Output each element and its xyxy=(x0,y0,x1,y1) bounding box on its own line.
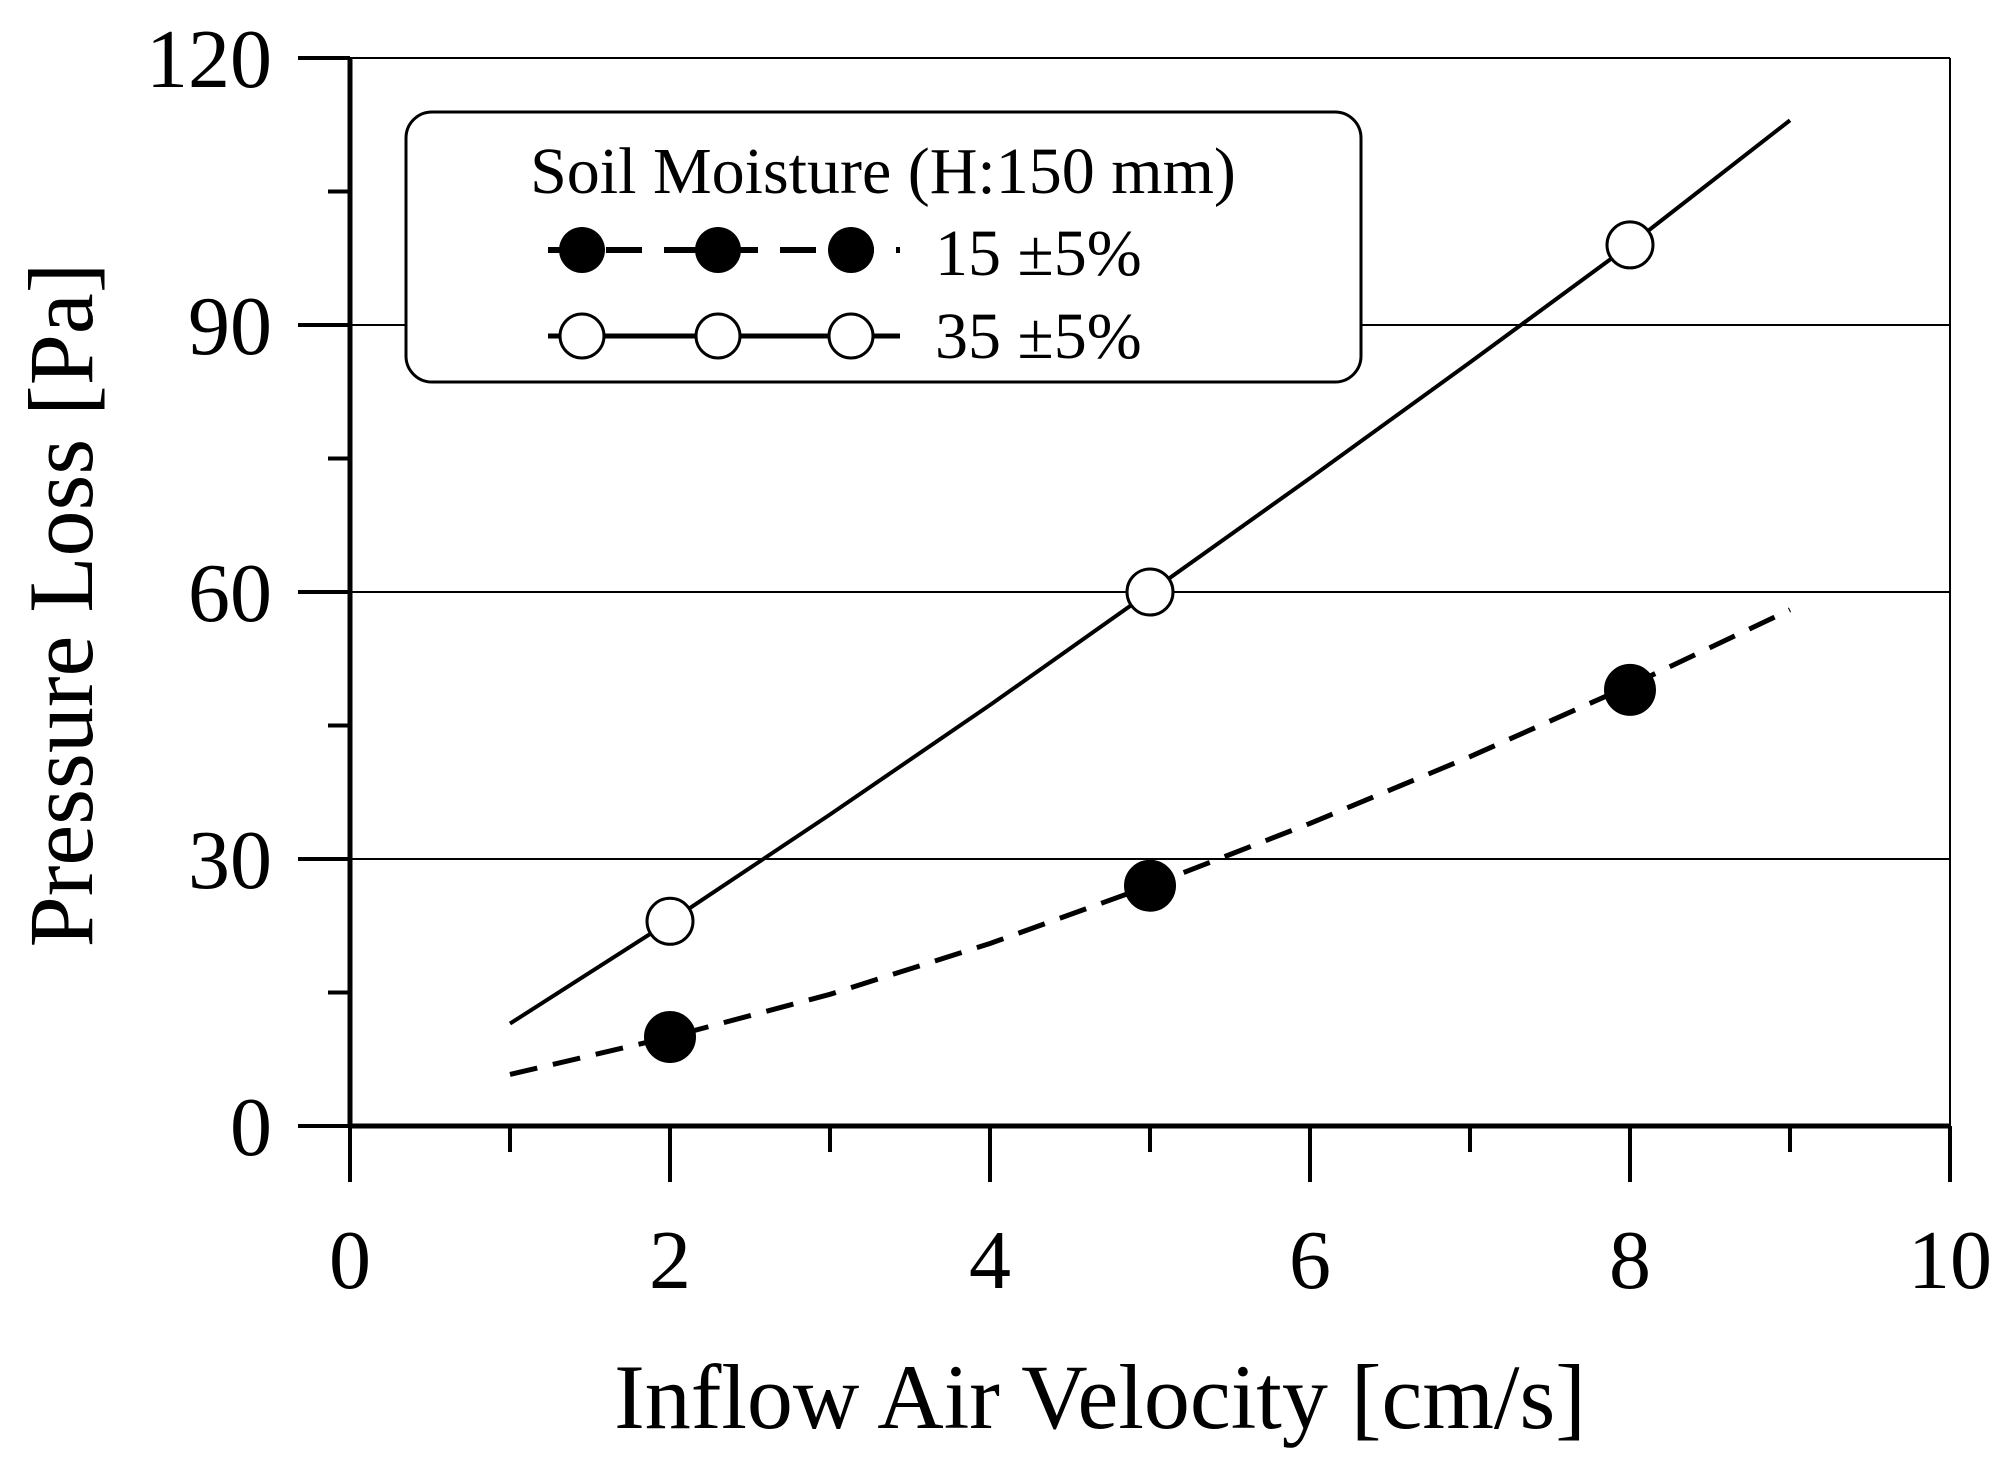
series-line-15 xyxy=(509,607,1792,1077)
x-tick-label: 2 xyxy=(649,1214,691,1307)
x-tick-label: 0 xyxy=(329,1214,371,1307)
y-tick-label: 30 xyxy=(188,814,272,907)
data-point-15 xyxy=(1124,859,1176,912)
legend-label-15: 15 ±5% xyxy=(935,217,1142,290)
legend-marker-15 xyxy=(559,227,605,273)
y-tick-label: 60 xyxy=(188,547,272,640)
legend-box xyxy=(404,110,1363,384)
y-tick-label: 0 xyxy=(230,1081,272,1174)
x-tick-label: 6 xyxy=(1289,1214,1331,1307)
legend-title: Soil Moisture (H:150 mm) xyxy=(530,135,1236,208)
y-tick-label: 120 xyxy=(146,13,272,106)
legend-marker-15 xyxy=(695,227,741,273)
data-point-35 xyxy=(645,896,695,946)
x-tick-label: 10 xyxy=(1908,1214,1992,1307)
legend-label-35: 35 ±5% xyxy=(935,300,1142,373)
data-point-15 xyxy=(644,1011,696,1063)
legend-marker-35 xyxy=(694,312,742,360)
legend: Soil Moisture (H:150 mm) 15 ±5% 35 ±5% xyxy=(404,110,1363,384)
data-point-35 xyxy=(1605,220,1655,270)
x-axis-title: Inflow Air Velocity [cm/s] xyxy=(614,1346,1586,1448)
data-points xyxy=(644,220,1656,1063)
legend-marker-35 xyxy=(827,312,875,360)
data-point-15 xyxy=(1604,663,1656,716)
axis-ticks: 0 30 60 90 120 0 2 4 6 8 10 xyxy=(146,13,1992,1307)
y-tick-label: 90 xyxy=(188,280,272,373)
x-tick-label: 4 xyxy=(969,1214,1011,1307)
legend-marker-35 xyxy=(558,312,606,360)
x-tick-label: 8 xyxy=(1609,1214,1651,1307)
data-point-35 xyxy=(1125,567,1175,617)
legend-marker-15 xyxy=(828,227,874,273)
y-axis-title: Pressure Loss [Pa] xyxy=(10,263,112,948)
